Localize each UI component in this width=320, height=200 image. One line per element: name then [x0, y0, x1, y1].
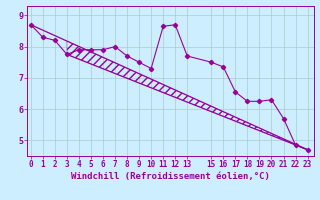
X-axis label: Windchill (Refroidissement éolien,°C): Windchill (Refroidissement éolien,°C)	[71, 172, 270, 181]
